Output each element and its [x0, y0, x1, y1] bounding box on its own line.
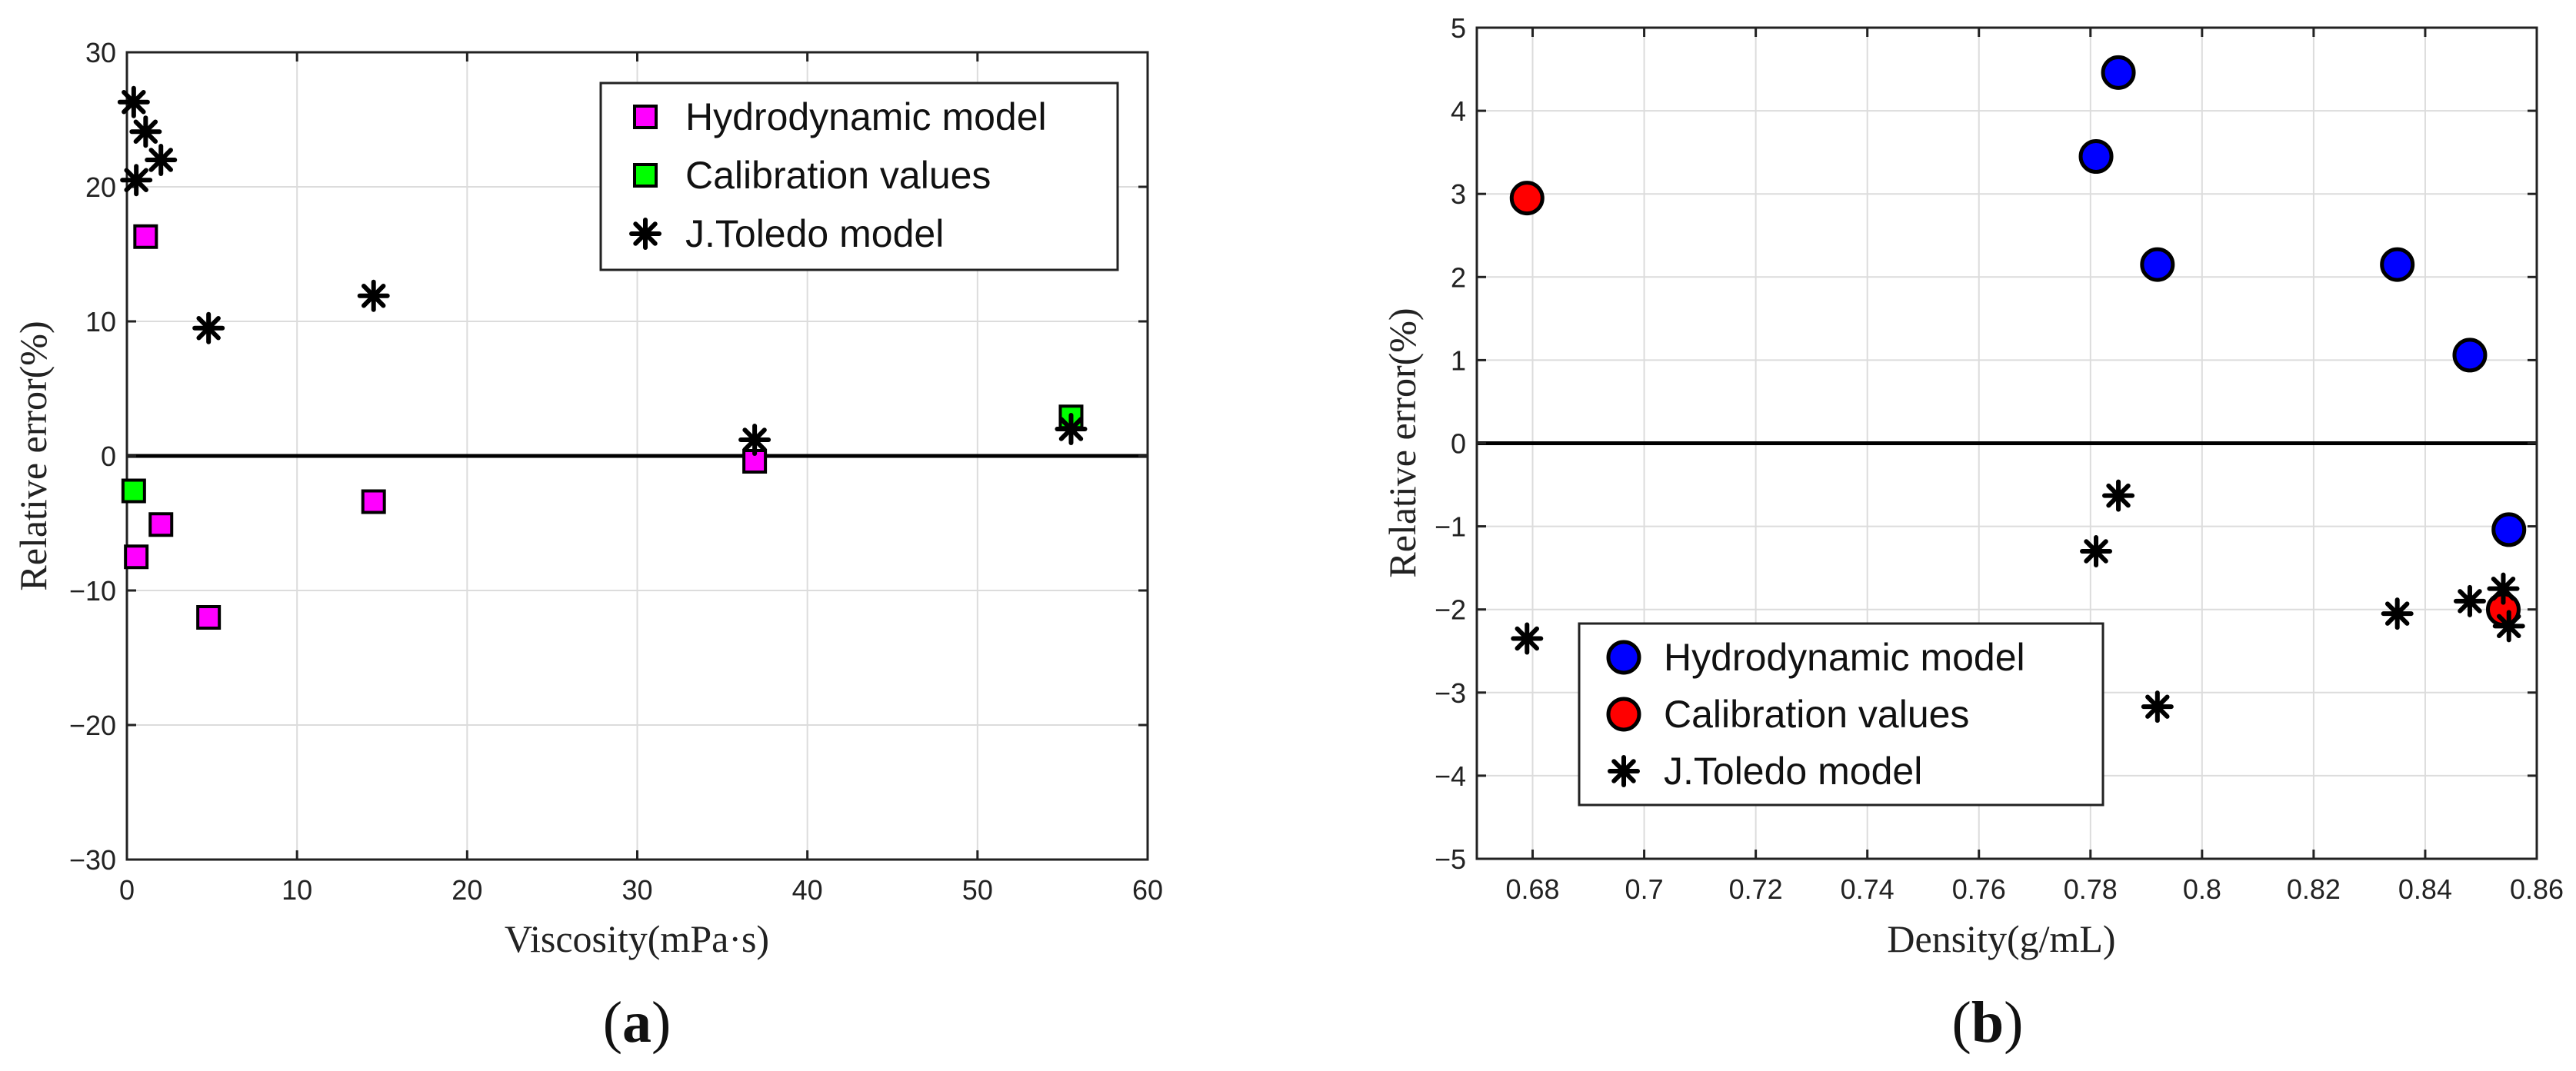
- panel-b-series-j-toledo-model: [1511, 479, 2525, 723]
- panel-b-legend-marker-hydrodynamic-model: [1606, 640, 1641, 675]
- panel-b-point-j-toledo-model: [2080, 535, 2113, 568]
- panel-a-point-j-toledo-model: [738, 424, 771, 456]
- panel-b-y-axis-label: Relative error(%): [1381, 308, 1424, 577]
- panel-b-series-calibration-values: [1509, 181, 2521, 627]
- panel-b-legend-box: [1578, 622, 2104, 807]
- panel-b-point-j-toledo-model: [2141, 690, 2174, 723]
- panel-b-x-tick-label: 0.7: [1625, 873, 1664, 905]
- panel-a-point-hydrodynamic-model: [196, 605, 222, 630]
- panel-b-point-j-toledo-model: [1511, 622, 1544, 655]
- panel-b-y-tick-label: −5: [1435, 843, 1466, 875]
- panel-a-x-tick-label: 20: [452, 874, 482, 906]
- panel-a-legend: Hydrodynamic model Calibration values J.To…: [599, 81, 1119, 271]
- panel-b-x-tick-label: 0.8: [2183, 873, 2221, 905]
- panel-a-point-hydrodynamic-model: [361, 489, 386, 514]
- panel-a-point-hydrodynamic-model: [148, 512, 174, 537]
- panel-b-y-tick-label: −2: [1435, 594, 1466, 626]
- panel-a-point-j-toledo-model: [117, 85, 150, 118]
- panel-a-y-tick-label: 0: [101, 441, 116, 472]
- panel-b-legend: Hydrodynamic model Calibration values J.To…: [1578, 622, 2104, 807]
- panel-b-point-calibration-values: [1509, 181, 1545, 216]
- panel-a-point-calibration-values: [121, 478, 146, 504]
- panel-b-point-j-toledo-model: [2453, 584, 2486, 617]
- panel-b-legend-label-j-toledo-model: J.Toledo model: [1664, 750, 1922, 793]
- panel-b-y-tick-label: 4: [1451, 95, 1466, 127]
- panel-a-legend-marker-j-toledo-model: [629, 218, 661, 250]
- panel-a-x-tick-label: 10: [282, 874, 312, 906]
- panel-b-x-tick-label: 0.74: [1841, 873, 1895, 905]
- panel-b-x-tick-label: 0.76: [1952, 873, 2006, 905]
- panel-a-x-axis-label: Viscosity(mPa·s): [505, 917, 769, 960]
- panel-b-x-tick-label: 0.84: [2398, 873, 2452, 905]
- panel-a-legend-label-hydrodynamic-model: Hydrodynamic model: [685, 95, 1047, 138]
- panel-b-y-tick-label: −4: [1435, 760, 1466, 792]
- panel-a-point-j-toledo-model: [129, 115, 162, 148]
- panel-a-legend-label-j-toledo-model: J.Toledo model: [685, 212, 944, 255]
- panel-b-y-tick-label: 5: [1451, 12, 1466, 44]
- panel-b-x-tick-label: 0.78: [2064, 873, 2118, 905]
- panel-a-legend-label-calibration-values: Calibration values: [685, 154, 991, 197]
- panel-a-label: (a): [603, 990, 671, 1055]
- panel-a-x-tick-label: 40: [792, 874, 823, 906]
- panel-b-y-tick-label: 2: [1451, 261, 1466, 293]
- panel-b-label: (b): [1952, 990, 2024, 1055]
- panel-b-point-hydrodynamic-model: [2380, 247, 2415, 282]
- panel-a-y-axis-label: Relative error(%): [12, 321, 55, 590]
- panel-b-series-hydrodynamic-model: [2078, 55, 2527, 547]
- panel-a-y-tick-label: −20: [69, 710, 116, 741]
- panel-b-x-axis-label: Density(g/mL): [1887, 917, 2115, 960]
- panel-b-point-hydrodynamic-model: [2101, 55, 2136, 90]
- panel-a-point-j-toledo-model: [192, 311, 225, 344]
- panel-b-point-hydrodynamic-model: [2452, 338, 2488, 373]
- panel-b-chart: 0.68 0.7 0.72 0.74 0.76 0.78 0.8 0.82 0.84 0.86 −5…: [1381, 12, 2564, 1055]
- panel-b-point-j-toledo-model: [2487, 572, 2520, 605]
- panel-a-x-tick-label: 0: [119, 874, 135, 906]
- panel-a-point-j-toledo-model: [145, 144, 178, 176]
- panel-b-legend-label-hydrodynamic-model: Hydrodynamic model: [1664, 636, 2025, 679]
- panel-b-x-tick-label: 0.82: [2287, 873, 2341, 905]
- panel-a-y-tick-label: 30: [85, 37, 116, 68]
- panel-b-point-hydrodynamic-model: [2140, 247, 2175, 282]
- panel-b-data-points: [1509, 55, 2527, 723]
- panel-a-point-j-toledo-model: [1055, 413, 1088, 445]
- panel-a-chart: 0 10 20 30 40 50 60 −30 −20 −10 0 10 20 30 Viscosity(…: [12, 37, 1163, 1055]
- panel-a-x-tick-label: 30: [622, 874, 652, 906]
- panel-b-tick-labels: 0.68 0.7 0.72 0.74 0.76 0.78 0.8 0.82 0.84 0.86 −5…: [1435, 12, 2564, 905]
- panel-a-legend-box: [599, 81, 1119, 271]
- panel-a-point-hydrodynamic-model: [124, 544, 149, 570]
- panel-a-y-tick-label: −30: [69, 844, 116, 876]
- panel-a-x-tick-label: 60: [1132, 874, 1163, 906]
- panel-a-series-calibration-values: [121, 404, 1084, 504]
- panel-b-y-tick-label: 0: [1451, 428, 1466, 460]
- panel-b-x-tick-label: 0.72: [1729, 873, 1783, 905]
- panel-a-point-hydrodynamic-model: [133, 224, 158, 249]
- panel-b-y-tick-label: −1: [1435, 511, 1466, 543]
- panel-b-point-j-toledo-model: [2102, 479, 2135, 512]
- panel-b-legend-label-calibration-values: Calibration values: [1664, 693, 1969, 736]
- panel-b-point-j-toledo-model: [2492, 610, 2525, 643]
- panel-a-point-j-toledo-model: [120, 164, 153, 197]
- panel-a-data-points: [117, 85, 1088, 630]
- panel-b-x-tick-label: 0.86: [2510, 873, 2564, 905]
- panel-b-point-hydrodynamic-model: [2078, 139, 2114, 175]
- panel-a-y-tick-label: −10: [69, 575, 116, 607]
- panel-b-point-hydrodynamic-model: [2491, 512, 2527, 547]
- panel-a-legend-marker-hydrodynamic-model: [633, 105, 658, 129]
- panel-b-legend-marker-j-toledo-model: [1608, 755, 1640, 787]
- panel-a-y-tick-label: 20: [85, 171, 116, 203]
- panel-b-y-tick-label: 1: [1451, 344, 1466, 376]
- panel-a-legend-marker-calibration-values: [633, 163, 658, 188]
- panel-b-point-j-toledo-model: [2381, 597, 2414, 630]
- panel-b-legend-marker-calibration-values: [1606, 697, 1641, 732]
- panel-a-x-tick-label: 50: [962, 874, 993, 906]
- panel-a-series-j-toledo-model: [117, 85, 1088, 456]
- panel-a-y-tick-label: 10: [85, 306, 116, 338]
- panel-a-series-hydrodynamic-model: [124, 224, 768, 630]
- panel-b-y-tick-label: 3: [1451, 178, 1466, 210]
- panel-a-point-j-toledo-model: [357, 279, 390, 312]
- panel-b-y-tick-label: −3: [1435, 677, 1466, 709]
- panel-b-x-tick-label: 0.68: [1505, 873, 1559, 905]
